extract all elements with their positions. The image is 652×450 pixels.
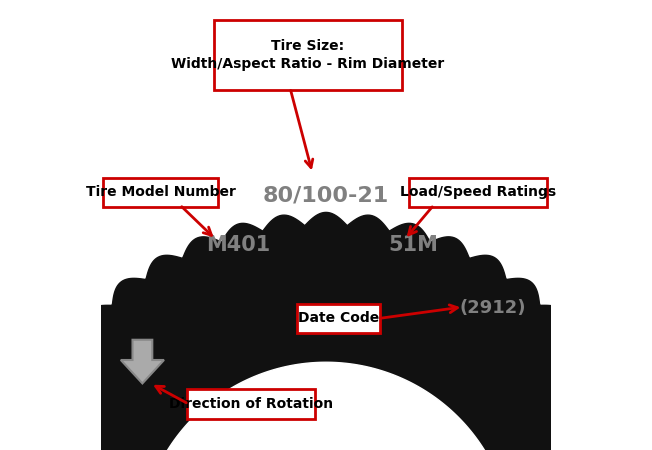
Text: Tire Model Number: Tire Model Number (85, 185, 235, 199)
Text: Tire Size:
Width/Aspect Ratio - Rim Diameter: Tire Size: Width/Aspect Ratio - Rim Diam… (171, 39, 445, 71)
Text: Load/Speed Ratings: Load/Speed Ratings (400, 185, 556, 199)
Text: M401: M401 (206, 235, 271, 255)
FancyBboxPatch shape (297, 304, 380, 333)
Text: 51M: 51M (389, 235, 439, 255)
Polygon shape (0, 212, 652, 450)
Text: (2912): (2912) (459, 299, 526, 317)
FancyBboxPatch shape (213, 20, 402, 90)
Text: Direction of Rotation: Direction of Rotation (169, 397, 333, 411)
Polygon shape (140, 362, 512, 450)
Text: 80/100-21: 80/100-21 (263, 186, 389, 206)
Text: Date Code: Date Code (298, 311, 379, 325)
FancyBboxPatch shape (103, 178, 218, 207)
FancyBboxPatch shape (409, 178, 546, 207)
FancyBboxPatch shape (186, 389, 315, 418)
Polygon shape (121, 340, 164, 383)
